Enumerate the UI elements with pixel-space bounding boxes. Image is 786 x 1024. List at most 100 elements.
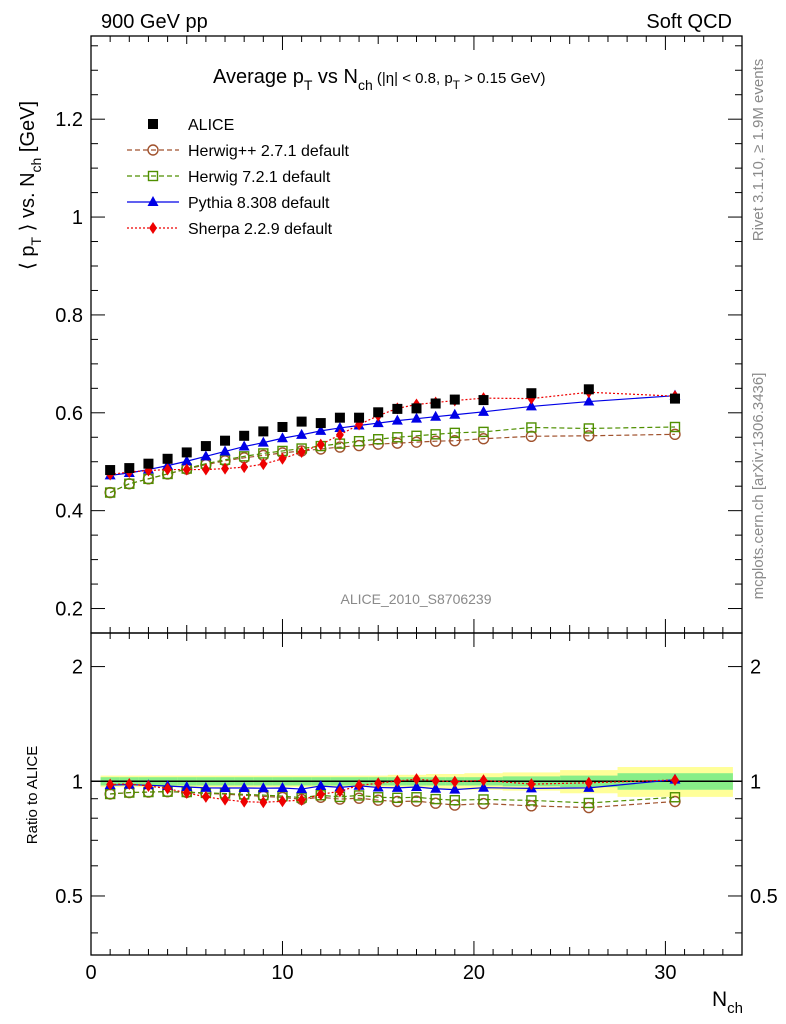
data-point-alice	[354, 412, 365, 423]
ratio-point-sherpa-2-2-9-default	[479, 774, 488, 787]
ratio-point-sherpa-2-2-9-default	[259, 796, 268, 809]
data-point-alice	[478, 395, 489, 406]
data-point-herwig-2-7-1-default	[429, 435, 442, 447]
data-point-pythia-8-308-default	[334, 421, 346, 432]
ratio-point-herwig-2-7-1-default	[525, 800, 538, 812]
x-tick-label: 10	[271, 962, 293, 984]
ratio-point-pythia-8-308-default	[276, 782, 288, 793]
ratio-point-sherpa-2-2-9-default	[278, 795, 287, 808]
data-point-alice	[105, 465, 116, 476]
data-point-alice	[583, 384, 594, 395]
data-point-herwig-2-7-1-default	[449, 434, 461, 447]
ratio-point-sherpa-2-2-9-default	[297, 794, 306, 807]
ratio-point-sherpa-2-2-9-default	[450, 775, 459, 788]
legend-marker	[148, 119, 158, 129]
ratio-plot-series	[104, 773, 681, 814]
data-point-herwig-2-7-1-default	[669, 428, 681, 441]
legend-marker	[147, 196, 159, 206]
ratio-point-pythia-8-308-default	[181, 781, 193, 792]
data-point-herwig-7-2-1-default	[373, 434, 384, 445]
legend-label: ALICE	[188, 117, 234, 134]
data-point-alice	[669, 393, 680, 404]
data-point-herwig-7-2-1-default	[238, 451, 250, 462]
data-point-pythia-8-308-default	[238, 440, 250, 451]
ratio-point-pythia-8-308-default	[449, 783, 461, 794]
header-left: 900 GeV pp	[101, 11, 208, 33]
data-point-pythia-8-308-default	[449, 408, 461, 419]
ratio-point-herwig-7-2-1-default	[373, 792, 384, 803]
x-axis-label: Nch	[712, 988, 743, 1017]
main-y-tick-label: 1	[72, 207, 83, 229]
data-point-alice	[200, 441, 211, 452]
x-tick-label: 30	[654, 962, 676, 984]
ratio-point-sherpa-2-2-9-default	[201, 790, 210, 803]
ratio-point-herwig-7-2-1-default	[411, 792, 422, 803]
data-point-sherpa-2-2-9-default	[278, 452, 287, 465]
ratio-y-tick-label: 0.5	[55, 886, 83, 908]
legend-marker	[147, 144, 159, 156]
ratio-ylabel: Ratio to ALICE	[24, 746, 41, 844]
ratio-point-sherpa-2-2-9-default	[106, 778, 115, 791]
data-point-pythia-8-308-default	[296, 428, 308, 439]
data-point-pythia-8-308-default	[257, 436, 269, 447]
data-point-pythia-8-308-default	[372, 417, 384, 428]
data-point-alice	[392, 403, 403, 414]
main-y-tick-label: 0.8	[55, 305, 83, 327]
data-point-pythia-8-308-default	[391, 414, 403, 425]
ratio-point-sherpa-2-2-9-default	[527, 778, 536, 791]
data-point-alice	[334, 412, 345, 423]
data-point-herwig-7-2-1-default	[430, 429, 441, 440]
legend-marker	[149, 222, 157, 234]
ratio-point-sherpa-2-2-9-default	[221, 793, 230, 806]
data-point-herwig-7-2-1-default	[353, 435, 365, 447]
data-point-alice	[143, 458, 154, 469]
data-point-pythia-8-308-default	[276, 432, 288, 443]
ratio-point-sherpa-2-2-9-default	[335, 785, 344, 798]
data-point-herwig-7-2-1-default	[583, 423, 595, 434]
data-point-herwig-7-2-1-default	[478, 426, 489, 438]
data-point-alice	[411, 403, 422, 414]
data-point-herwig-2-7-1-default	[391, 437, 404, 449]
data-point-sherpa-2-2-9-default	[316, 438, 325, 451]
data-point-herwig-7-2-1-default	[449, 427, 460, 439]
data-point-sherpa-2-2-9-default	[221, 462, 230, 475]
ratio-point-herwig-7-2-1-default	[669, 792, 681, 803]
data-point-sherpa-2-2-9-default	[297, 445, 306, 458]
data-point-sherpa-2-2-9-default	[201, 463, 210, 476]
legend: ALICE Herwig++ 2.7.1 default Herwig 7.2.1 …	[127, 117, 350, 238]
x-tick-label: 20	[463, 962, 485, 984]
header-right: Soft QCD	[646, 11, 732, 33]
legend-label: Herwig++ 2.7.1 default	[188, 143, 350, 160]
data-point-sherpa-2-2-9-default	[259, 458, 268, 471]
data-point-alice	[373, 407, 384, 418]
data-point-alice	[162, 453, 173, 464]
data-point-herwig-2-7-1-default	[583, 430, 595, 442]
data-point-pythia-8-308-default	[525, 400, 537, 411]
ratio-point-sherpa-2-2-9-default	[412, 773, 421, 786]
analysis-id: ALICE_2010_S8706239	[340, 591, 491, 607]
ratio-point-herwig-7-2-1-default	[430, 793, 441, 805]
rivet-version-label: Rivet 3.1.10, ≥ 1.9M events	[750, 59, 767, 242]
ratio-point-herwig-7-2-1-default	[478, 794, 489, 805]
legend-label: Sherpa 2.2.9 default	[188, 221, 333, 238]
ratio-point-sherpa-2-2-9-default	[240, 795, 249, 808]
ratio-point-pythia-8-308-default	[296, 783, 308, 794]
data-point-pythia-8-308-default	[315, 424, 327, 435]
data-point-sherpa-2-2-9-default	[240, 461, 249, 474]
ratio-point-pythia-8-308-default	[430, 782, 442, 793]
data-point-alice	[181, 447, 192, 458]
data-point-pythia-8-308-default	[200, 450, 212, 461]
data-point-pythia-8-308-default	[430, 410, 442, 421]
data-point-pythia-8-308-default	[583, 395, 595, 406]
ratio-point-sherpa-2-2-9-default	[316, 788, 325, 801]
data-point-pythia-8-308-default	[478, 405, 490, 416]
data-point-herwig-2-7-1-default	[410, 436, 423, 448]
data-point-alice	[239, 430, 250, 441]
ratio-point-pythia-8-308-default	[219, 782, 231, 793]
main-title: Average pT vs Nch (|η| < 0.8, pT > 0.15 …	[213, 66, 545, 93]
data-point-alice	[526, 388, 537, 399]
ratio-point-herwig-7-2-1-default	[392, 792, 403, 803]
ratio-y-tick-label: 1	[72, 771, 83, 793]
data-point-sherpa-2-2-9-default	[163, 463, 172, 476]
